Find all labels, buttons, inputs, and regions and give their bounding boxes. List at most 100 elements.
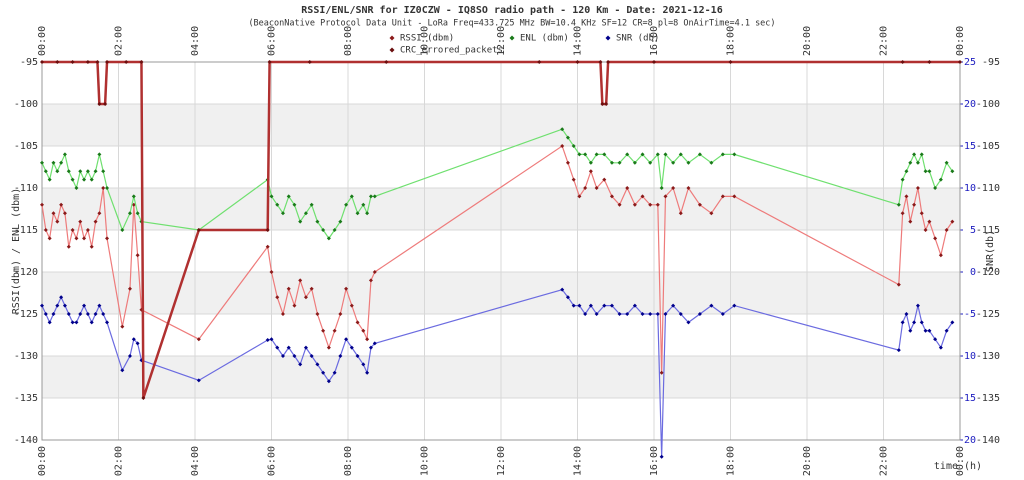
data-point [904,312,909,316]
series-line [41,288,953,457]
data-point [43,312,48,316]
data-point [47,177,52,182]
data-point [349,194,354,199]
data-point [577,303,582,308]
data-point [78,219,83,224]
data-point [632,303,637,308]
data-point [686,320,691,325]
x-tick-label-top: 14:00 [573,26,584,56]
data-point [78,312,83,316]
data-point [93,169,98,174]
x-tick-label: 04:00 [190,446,201,476]
data-point [332,370,337,375]
data-point [127,286,132,291]
data-point [89,320,94,325]
data-point [43,228,48,232]
data-point [269,194,274,199]
x-tick-label-top: 04:00 [190,26,201,56]
data-point [372,341,377,346]
data-point [338,312,343,316]
data-point [617,202,622,207]
data-point [267,60,272,64]
data-point [927,60,932,64]
data-point [588,169,593,174]
data-point [938,177,943,182]
x-tick-label-top: 00:00 [37,26,48,56]
data-point [923,328,928,333]
y-tick-label-right: -130 [976,351,1000,362]
data-point [321,228,326,232]
data-point [135,211,140,216]
data-point [344,286,349,291]
y2-tick-label: 20 [964,99,976,110]
data-point [927,219,932,224]
data-point [904,169,909,174]
data-point [97,303,102,308]
data-point [355,320,360,325]
data-point [919,320,924,325]
data-point [59,295,64,300]
y2-tick-label: 25 [964,57,976,68]
data-point [59,202,64,207]
data-point [602,152,607,157]
data-point [70,320,75,325]
data-point [78,169,83,174]
y2-axis-label: SNR(db) [985,230,996,272]
data-point [594,152,599,157]
data-point [303,211,308,216]
data-point [40,160,44,165]
y-tick-label-right: -105 [976,141,1000,152]
data-point [663,194,668,199]
series-line [41,145,953,373]
data-point [101,312,106,316]
data-point [309,202,314,207]
data-point [338,219,343,224]
data-point [560,127,565,132]
data-point [59,160,64,165]
data-point [577,194,582,199]
x-tick-label-top: 18:00 [726,26,737,56]
data-point [588,303,593,308]
data-point [269,270,274,274]
data-point [349,303,354,308]
data-point [298,219,303,224]
data-point [103,102,108,106]
data-point [344,202,349,207]
x-tick-label-top: 16:00 [649,26,660,56]
data-point [571,177,576,182]
x-tick-label: 02:00 [114,446,125,476]
data-point [720,152,725,157]
data-point [919,211,924,216]
y-tick-label: -105 [14,141,38,152]
data-point [47,236,52,241]
data-point [361,328,366,333]
data-point [609,160,614,165]
data-point [332,328,337,333]
y-tick-label: -95 [20,57,38,68]
data-point [315,362,320,367]
data-point [321,370,326,375]
data-point [372,194,377,199]
data-point [896,202,901,207]
data-point [938,345,943,350]
data-point [583,186,588,190]
data-point [709,160,714,165]
y-tick-label: -120 [14,267,38,278]
data-point [617,312,622,316]
data-point [896,282,901,287]
data-point [135,253,140,258]
data-point [560,144,565,148]
legend-label: CRC_errored_packets [400,46,503,56]
y2-tick-label: -10 [958,351,976,362]
data-point [933,186,938,190]
legend-label: RSSI (dbm) [400,34,454,44]
data-point [51,312,56,316]
data-point [912,152,917,157]
y-tick-label-right: -95 [982,57,1000,68]
data-point [105,186,110,190]
data-point [537,60,542,64]
data-point [904,194,909,199]
data-point [368,278,373,283]
data-point [659,454,664,459]
data-point [66,244,71,249]
